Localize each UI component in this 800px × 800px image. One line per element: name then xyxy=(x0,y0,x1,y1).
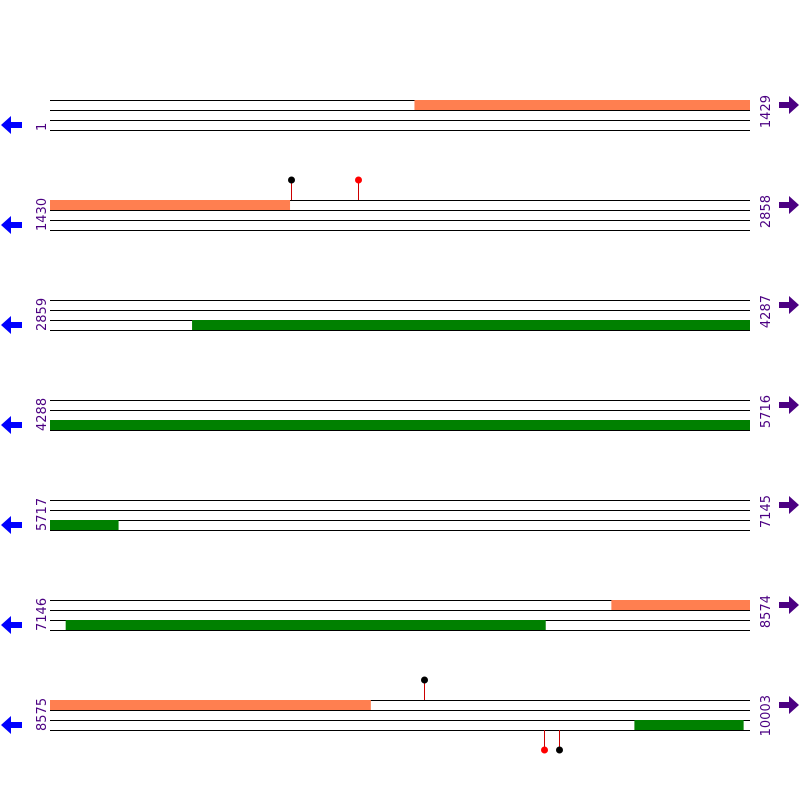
arrow-right-icon[interactable] xyxy=(779,696,799,714)
black-site-marker[interactable] xyxy=(556,730,563,754)
arrow-right-icon[interactable] xyxy=(779,96,799,114)
green-feature-bar[interactable] xyxy=(65,620,546,630)
arrow-right-icon[interactable] xyxy=(779,196,799,214)
row-end-coordinate: 8574 xyxy=(759,595,774,628)
arrow-left-icon[interactable] xyxy=(1,216,22,234)
row-end-coordinate: 2858 xyxy=(759,195,774,228)
map-row: 8575 10003 xyxy=(1,676,799,754)
row-start-coordinate: 5717 xyxy=(35,498,50,531)
row-end-coordinate: 10003 xyxy=(759,695,774,736)
arrow-left-icon[interactable] xyxy=(1,416,22,434)
arrow-right-icon[interactable] xyxy=(779,596,799,614)
black-site-marker[interactable] xyxy=(288,176,295,201)
map-row: 1430 2858 xyxy=(1,176,799,234)
arrow-left-icon[interactable] xyxy=(1,616,22,634)
arrow-left-icon[interactable] xyxy=(1,116,22,134)
row-end-coordinate: 5716 xyxy=(759,395,774,428)
orange-feature-bar[interactable] xyxy=(50,700,371,710)
green-feature-bar[interactable] xyxy=(50,520,119,530)
arrow-left-icon[interactable] xyxy=(1,716,22,734)
orange-feature-bar[interactable] xyxy=(50,200,291,210)
black-site-marker[interactable] xyxy=(421,676,428,701)
map-row: 7146 8574 xyxy=(1,595,799,634)
map-row: 5717 7145 xyxy=(1,495,799,534)
arrow-right-icon[interactable] xyxy=(779,396,799,414)
map-row: 1 1429 xyxy=(1,95,799,134)
row-end-coordinate: 4287 xyxy=(759,295,774,328)
row-start-coordinate: 7146 xyxy=(35,598,50,631)
row-start-coordinate: 1 xyxy=(35,123,50,131)
green-feature-bar[interactable] xyxy=(50,420,750,430)
row-end-coordinate: 1429 xyxy=(759,95,774,128)
row-end-coordinate: 7145 xyxy=(759,495,774,528)
arrow-right-icon[interactable] xyxy=(779,496,799,514)
row-start-coordinate: 4288 xyxy=(35,398,50,431)
arrow-left-icon[interactable] xyxy=(1,316,22,334)
green-feature-bar[interactable] xyxy=(634,720,744,730)
orange-feature-bar[interactable] xyxy=(414,100,750,110)
orange-feature-bar[interactable] xyxy=(611,600,750,610)
row-start-coordinate: 1430 xyxy=(35,198,50,231)
red-site-marker[interactable] xyxy=(355,176,362,201)
row-start-coordinate: 8575 xyxy=(35,698,50,731)
map-row: 2859 4287 xyxy=(1,295,799,334)
green-feature-bar[interactable] xyxy=(192,320,751,330)
map-row: 4288 5716 xyxy=(1,395,799,434)
arrow-right-icon[interactable] xyxy=(779,296,799,314)
red-site-marker[interactable] xyxy=(541,730,548,754)
row-start-coordinate: 2859 xyxy=(35,298,50,331)
arrow-left-icon[interactable] xyxy=(1,516,22,534)
